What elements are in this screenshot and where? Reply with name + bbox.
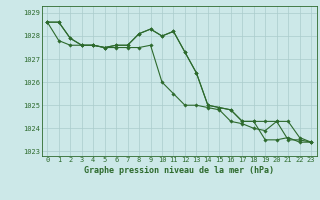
X-axis label: Graphe pression niveau de la mer (hPa): Graphe pression niveau de la mer (hPa) xyxy=(84,166,274,175)
